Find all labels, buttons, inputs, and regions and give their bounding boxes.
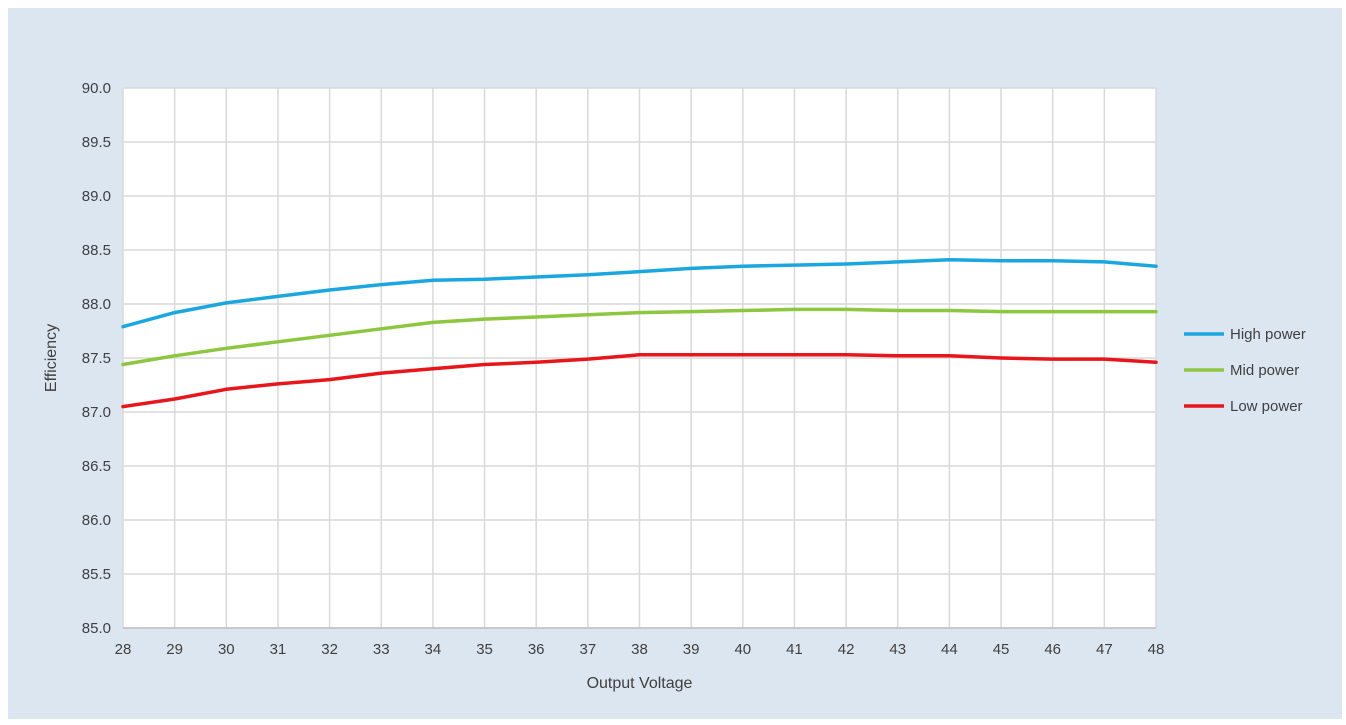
x-tick-label: 35 bbox=[476, 641, 493, 658]
x-tick-label: 28 bbox=[115, 641, 132, 658]
x-tick-label: 32 bbox=[321, 641, 338, 658]
x-tick-label: 34 bbox=[425, 641, 442, 658]
x-tick-label: 44 bbox=[941, 641, 958, 658]
y-tick-label: 86.5 bbox=[82, 458, 111, 475]
x-tick-label: 38 bbox=[631, 641, 648, 658]
x-tick-label: 41 bbox=[786, 641, 803, 658]
y-tick-label: 89.0 bbox=[82, 188, 111, 205]
x-tick-label: 33 bbox=[373, 641, 390, 658]
efficiency-line-chart: 85.0 85.5 86.0 86.5 87.0 87.5 88.0 88.5 89.0 89.5… bbox=[8, 8, 1342, 719]
y-tick-label: 87.5 bbox=[82, 350, 111, 367]
y-tick-label: 85.0 bbox=[82, 620, 111, 637]
x-tick-label: 46 bbox=[1044, 641, 1061, 658]
x-tick-label: 47 bbox=[1096, 641, 1113, 658]
y-tick-label: 88.5 bbox=[82, 242, 111, 259]
y-axis-title: Efficiency bbox=[43, 324, 60, 392]
y-tick-label: 85.5 bbox=[82, 566, 111, 583]
chart-area: 85.0 85.5 86.0 86.5 87.0 87.5 88.0 88.5 89.0 89.5… bbox=[8, 8, 1342, 719]
x-tick-label: 45 bbox=[993, 641, 1010, 658]
x-tick-label: 43 bbox=[889, 641, 906, 658]
y-tick-label: 90.0 bbox=[82, 80, 111, 97]
legend-label-low-power: Low power bbox=[1230, 398, 1303, 415]
x-tick-label: 29 bbox=[166, 641, 183, 658]
x-tick-label: 48 bbox=[1148, 641, 1165, 658]
legend-label-mid-power: Mid power bbox=[1230, 362, 1299, 379]
y-tick-label: 88.0 bbox=[82, 296, 111, 313]
y-tick-label: 86.0 bbox=[82, 512, 111, 529]
x-tick-label: 37 bbox=[580, 641, 597, 658]
x-tick-label: 39 bbox=[683, 641, 700, 658]
x-tick-label: 40 bbox=[734, 641, 751, 658]
x-tick-label: 42 bbox=[838, 641, 855, 658]
x-tick-label: 36 bbox=[528, 641, 545, 658]
y-tick-label: 89.5 bbox=[82, 134, 111, 151]
x-axis-title: Output Voltage bbox=[587, 675, 693, 692]
legend-label-high-power: High power bbox=[1230, 326, 1306, 343]
x-tick-label: 31 bbox=[270, 641, 287, 658]
y-tick-label: 87.0 bbox=[82, 404, 111, 421]
x-tick-label: 30 bbox=[218, 641, 235, 658]
